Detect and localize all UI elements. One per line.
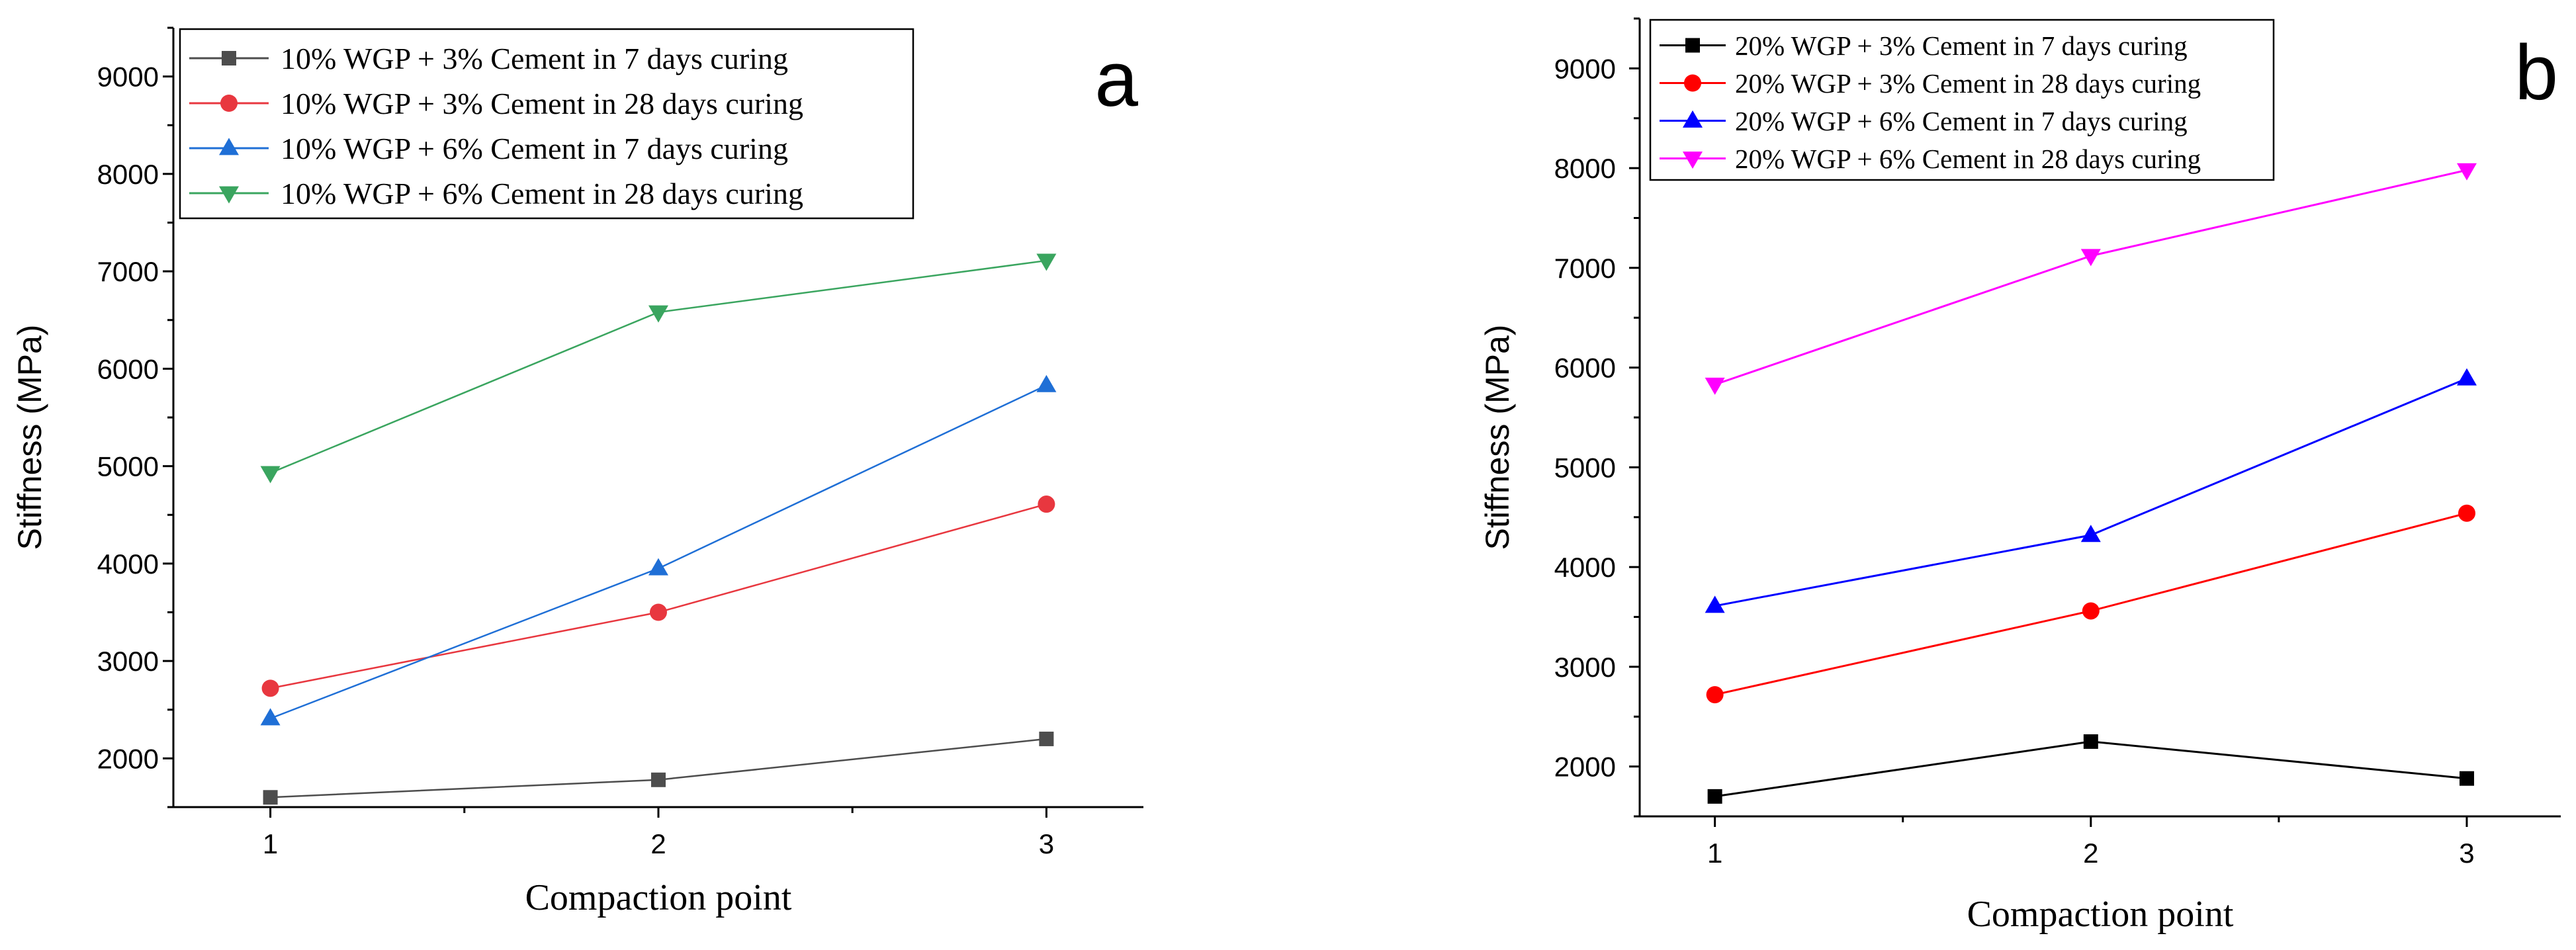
data-point bbox=[2459, 771, 2474, 786]
y-axis-label: Stiffness (MPa) bbox=[11, 325, 48, 550]
legend-entry: 10% WGP + 6% Cement in 28 days curing bbox=[281, 177, 803, 210]
legend-marker bbox=[222, 51, 236, 65]
y-tick-label: 2000 bbox=[97, 743, 159, 774]
data-point bbox=[651, 772, 666, 787]
legend: 10% WGP + 3% Cement in 7 days curing 10% … bbox=[179, 28, 914, 220]
data-point bbox=[648, 558, 668, 576]
data-point bbox=[648, 305, 668, 323]
legend-entry: 20% WGP + 6% Cement in 28 days curing bbox=[1735, 144, 2201, 174]
series-line bbox=[1714, 740, 2467, 798]
data-point bbox=[261, 679, 279, 697]
legend-marker bbox=[219, 186, 239, 204]
x-axis-label: Compaction point bbox=[525, 877, 792, 918]
data-point bbox=[1705, 377, 1725, 395]
data-point bbox=[2083, 734, 2098, 749]
series-2 bbox=[261, 496, 1055, 697]
legend: 20% WGP + 3% Cement in 7 days curing 20% … bbox=[1649, 19, 2275, 181]
series-4 bbox=[1705, 163, 2477, 395]
panel-label: a bbox=[1094, 36, 1138, 123]
legend-entry: 20% WGP + 3% Cement in 28 days curing bbox=[1735, 68, 2201, 99]
series-2 bbox=[1706, 504, 2475, 704]
y-tick-label: 3000 bbox=[97, 646, 159, 677]
chart-panel-b: 2000 3000 4000 5000 6000 7000 8000 9000 1 2 3 Stiff… bbox=[1479, 17, 2561, 935]
data-point bbox=[1039, 731, 1054, 746]
legend-marker bbox=[219, 138, 239, 155]
x-tick-label: 2 bbox=[650, 828, 666, 859]
x-axis-label: Compaction point bbox=[1967, 894, 2234, 935]
data-point bbox=[263, 790, 278, 805]
data-point bbox=[2082, 602, 2100, 620]
data-point bbox=[260, 708, 281, 726]
data-point bbox=[2080, 525, 2101, 542]
legend-marker bbox=[220, 95, 238, 112]
panel-label: b bbox=[2514, 29, 2558, 116]
y-tick-label: 3000 bbox=[1554, 652, 1616, 683]
y-tick-label: 5000 bbox=[97, 451, 159, 482]
y-tick-label: 8000 bbox=[97, 159, 159, 190]
data-point bbox=[2458, 504, 2475, 522]
data-point bbox=[650, 603, 667, 621]
legend-marker bbox=[1683, 110, 1703, 128]
legend-entry: 10% WGP + 3% Cement in 7 days curing bbox=[281, 42, 788, 75]
data-point bbox=[1038, 496, 1055, 513]
series-4 bbox=[260, 253, 1057, 484]
x-tick-label: 3 bbox=[2459, 838, 2474, 869]
chart-panel-a: 2000 3000 4000 5000 6000 7000 8000 9000 1 2 3 Stiff… bbox=[11, 26, 1143, 918]
series-1 bbox=[1707, 734, 2474, 804]
y-tick-label: 9000 bbox=[97, 62, 159, 93]
legend-entry: 20% WGP + 6% Cement in 7 days curing bbox=[1735, 106, 2188, 136]
y-tick-label: 9000 bbox=[1554, 53, 1616, 84]
legend-marker bbox=[1683, 151, 1703, 169]
y-tick-label: 5000 bbox=[1554, 452, 1616, 483]
y-tick-label: 7000 bbox=[97, 256, 159, 287]
y-axis-label: Stiffness (MPa) bbox=[1479, 325, 1516, 550]
y-tick-label: 6000 bbox=[1554, 353, 1616, 384]
x-tick-label: 1 bbox=[1707, 838, 1722, 869]
legend-entry: 10% WGP + 3% Cement in 28 days curing bbox=[281, 87, 803, 120]
series-line bbox=[270, 384, 1047, 720]
y-tick-label: 4000 bbox=[97, 548, 159, 580]
series-3 bbox=[1705, 368, 2477, 613]
data-point bbox=[1707, 789, 1722, 804]
data-point bbox=[1705, 595, 1725, 613]
legend-entry: 10% WGP + 6% Cement in 7 days curing bbox=[281, 132, 788, 165]
x-tick-label: 2 bbox=[2083, 838, 2098, 869]
data-point bbox=[1036, 374, 1057, 392]
data-point bbox=[1706, 686, 1724, 704]
legend-box bbox=[1649, 19, 2275, 181]
legend-box bbox=[179, 28, 914, 220]
y-tick-label: 2000 bbox=[1554, 752, 1616, 783]
data-point bbox=[2080, 249, 2101, 267]
data-point bbox=[260, 466, 281, 484]
y-tick-label: 7000 bbox=[1554, 253, 1616, 284]
x-tick-label: 3 bbox=[1039, 828, 1054, 859]
y-tick-label: 8000 bbox=[1554, 153, 1616, 184]
legend-marker bbox=[1684, 74, 1701, 92]
data-point bbox=[1036, 253, 1057, 271]
series-line bbox=[270, 503, 1047, 689]
legend-marker bbox=[1685, 38, 1700, 53]
series-line bbox=[270, 738, 1047, 799]
legend-entry: 20% WGP + 3% Cement in 7 days curing bbox=[1735, 30, 2188, 61]
y-tick-label: 6000 bbox=[97, 353, 159, 384]
series-line bbox=[1714, 377, 2467, 607]
data-point bbox=[2456, 368, 2477, 386]
data-point bbox=[2456, 163, 2477, 181]
x-tick-label: 1 bbox=[263, 828, 278, 859]
series-1 bbox=[263, 731, 1054, 805]
series-3 bbox=[260, 374, 1057, 726]
y-tick-label: 4000 bbox=[1554, 552, 1616, 583]
series-line bbox=[1714, 169, 2467, 386]
